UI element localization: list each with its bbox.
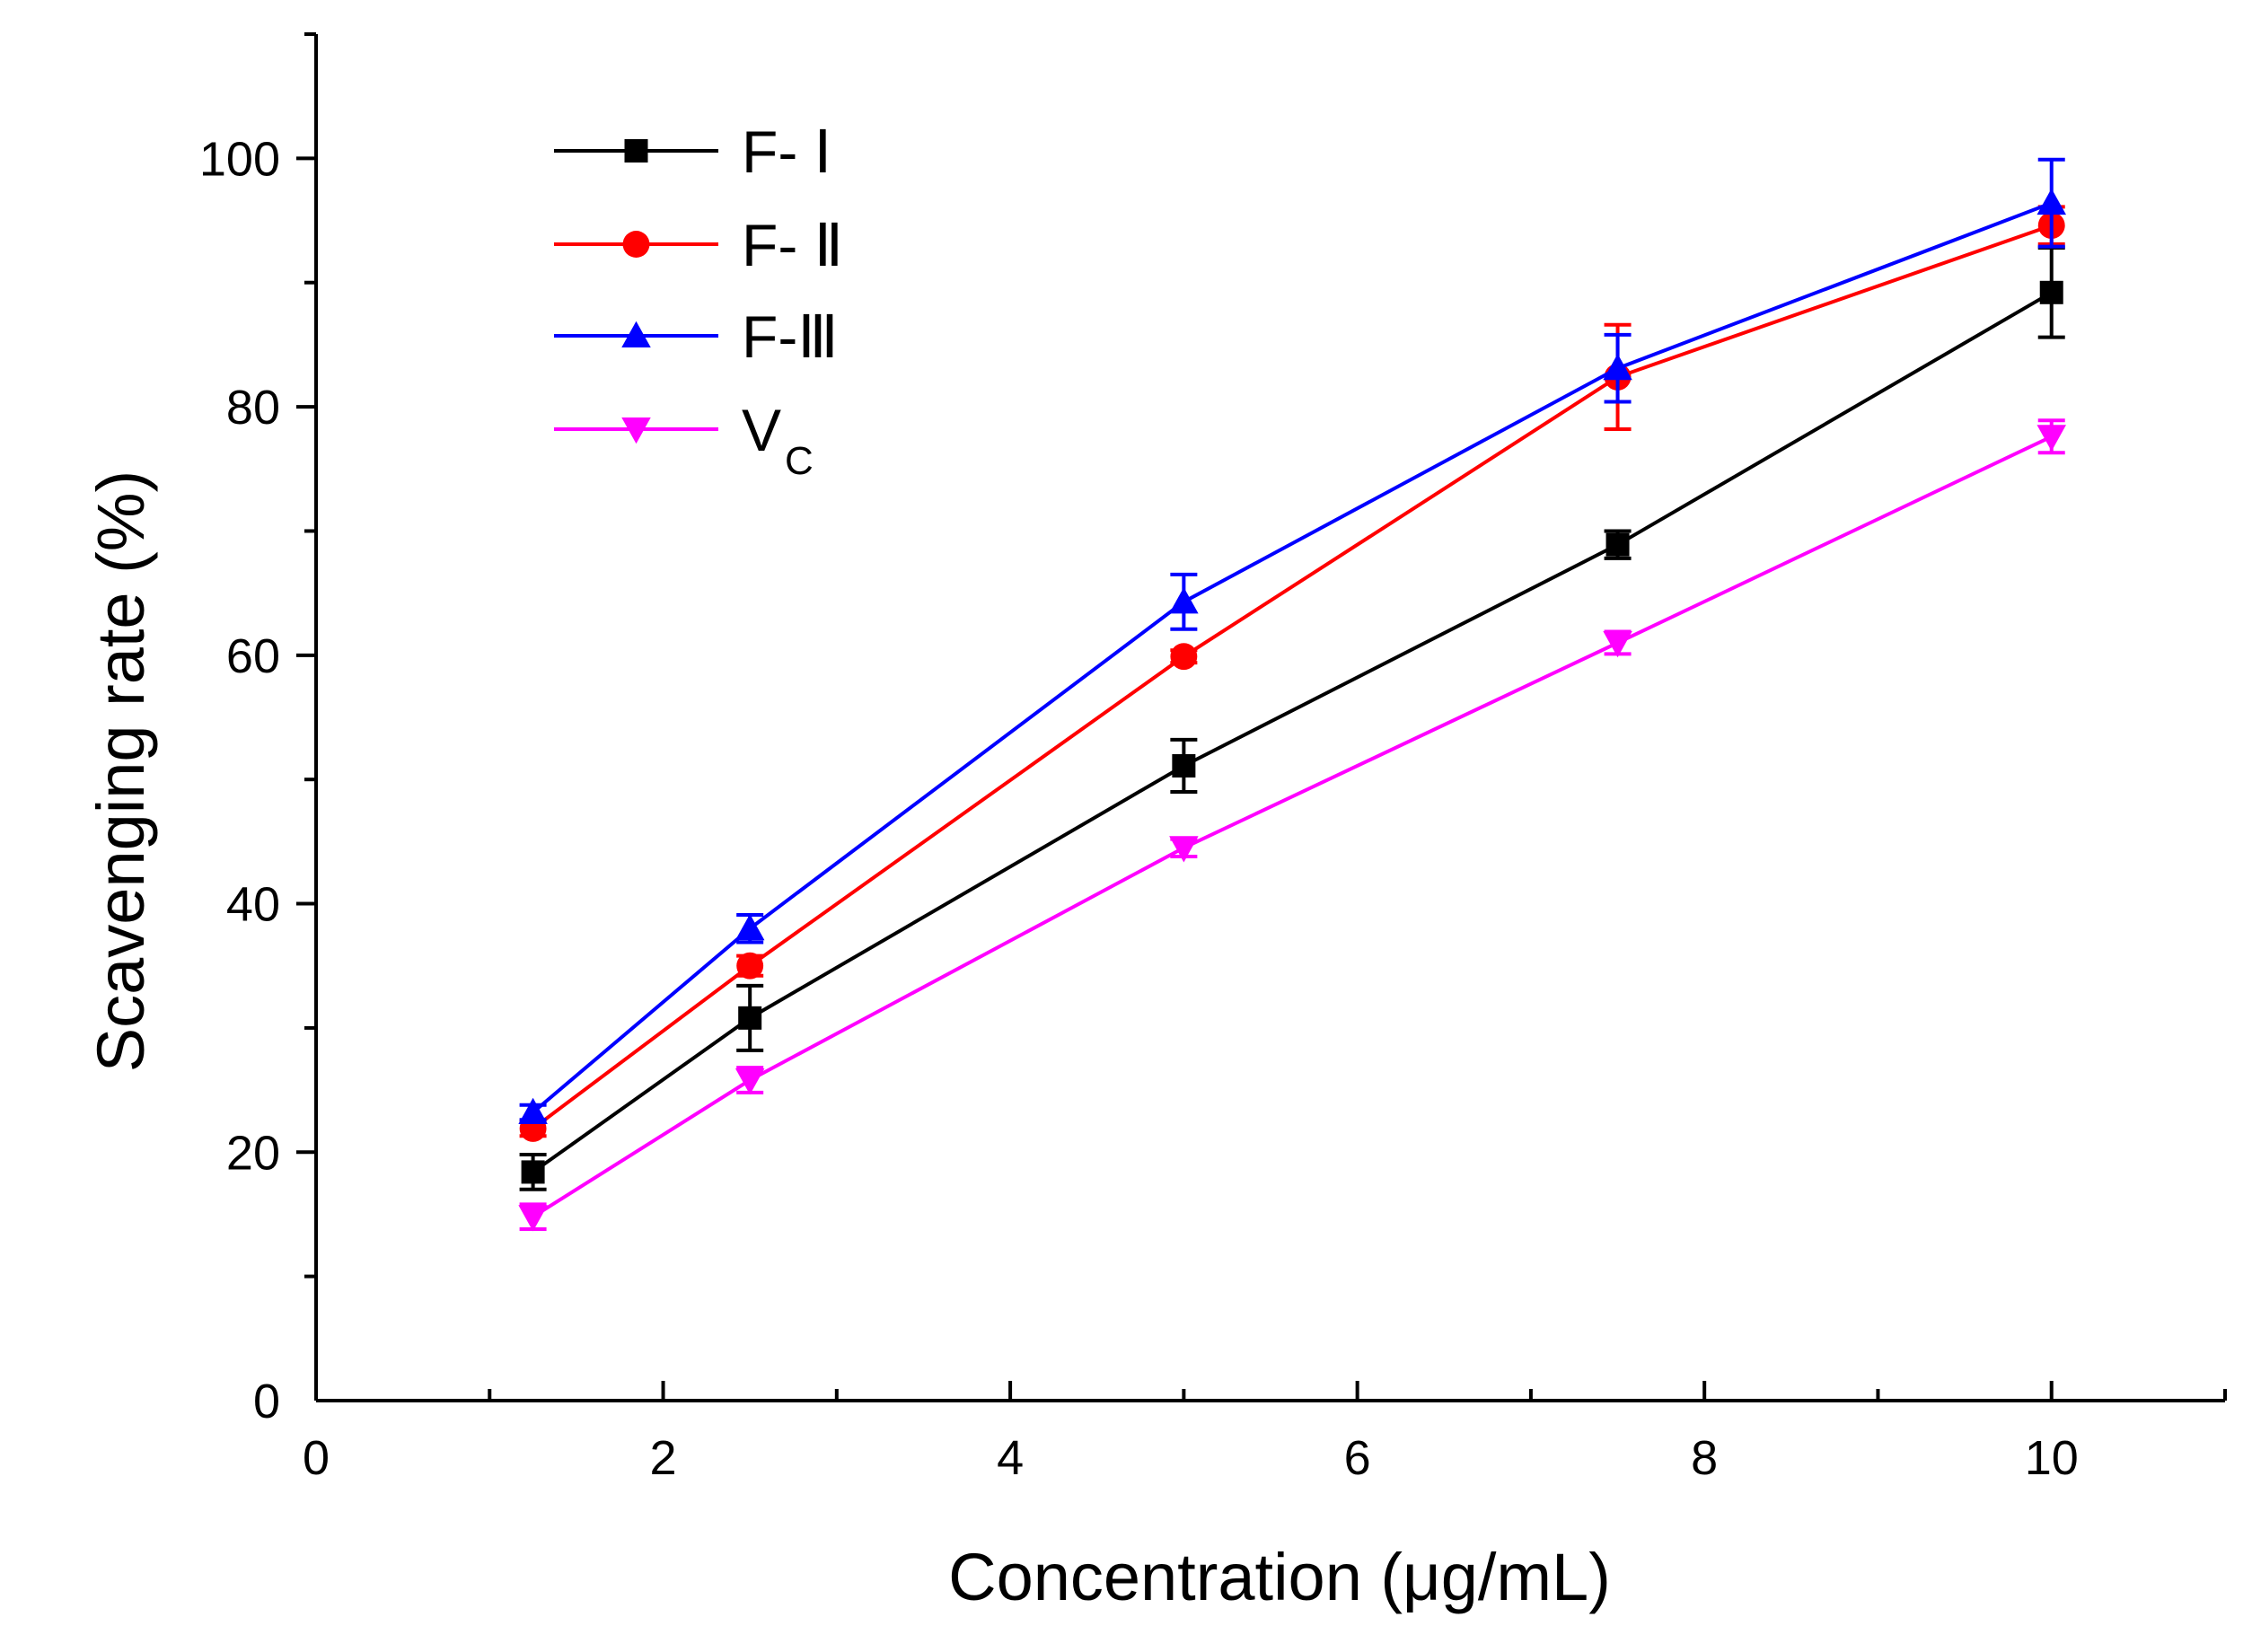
data-point — [518, 1205, 548, 1232]
x-tick-label: 4 — [997, 1431, 1024, 1485]
legend-entry-4: VC — [554, 397, 814, 483]
y-tick-label: 0 — [253, 1375, 280, 1428]
series-3 — [518, 157, 2066, 1124]
legend-entry-1: F- Ⅰ — [554, 119, 831, 185]
y-tick-label: 40 — [226, 878, 280, 932]
series-2 — [519, 205, 2065, 1142]
x-tick-label: 0 — [303, 1431, 330, 1485]
y-tick-label: 20 — [226, 1126, 280, 1180]
legend-marker — [622, 231, 650, 258]
data-point — [2036, 425, 2066, 452]
data-point — [1172, 753, 1196, 778]
x-tick-label: 2 — [650, 1431, 677, 1485]
legend-label: F- Ⅰ — [742, 119, 831, 185]
data-point — [738, 1006, 762, 1030]
x-tick-label: 10 — [2025, 1431, 2079, 1485]
legend-entry-2: F- Ⅱ — [554, 212, 843, 278]
y-tick-label: 100 — [199, 132, 280, 186]
y-tick-label: 60 — [226, 629, 280, 683]
series-line — [532, 435, 2053, 1218]
data-point — [521, 1160, 545, 1184]
data-point — [1170, 643, 1198, 671]
data-point — [2039, 280, 2063, 304]
data-point — [518, 1097, 548, 1124]
legend-marker — [621, 321, 651, 347]
data-point — [2036, 188, 2066, 215]
legend-entry-3: F-Ⅲ — [554, 303, 839, 370]
data-point — [735, 1068, 765, 1095]
data-point — [1169, 836, 1199, 863]
data-point — [1603, 353, 1632, 381]
legend-marker — [624, 139, 648, 163]
legend: F- Ⅰ F- Ⅱ F-Ⅲ VC — [554, 119, 843, 483]
legend-marker — [621, 417, 651, 444]
legend-label: VC — [742, 397, 814, 483]
series-4 — [518, 418, 2066, 1232]
data-point — [1605, 532, 1630, 557]
x-tick-label: 6 — [1344, 1431, 1371, 1485]
x-axis-title: Concentration (μg/mL) — [948, 1540, 1611, 1614]
x-tick-label: 8 — [1691, 1431, 1718, 1485]
legend-label: F- Ⅱ — [742, 212, 843, 278]
data-point — [1603, 630, 1632, 658]
data-point — [1169, 587, 1199, 614]
legend-label: F-Ⅲ — [742, 303, 839, 370]
data-point — [735, 913, 765, 941]
series-1 — [519, 245, 2065, 1191]
data-point — [736, 952, 764, 980]
series-group — [518, 157, 2066, 1232]
y-axis-title: Scavenging rate (%) — [84, 470, 158, 1072]
y-tick-label: 80 — [226, 381, 280, 435]
